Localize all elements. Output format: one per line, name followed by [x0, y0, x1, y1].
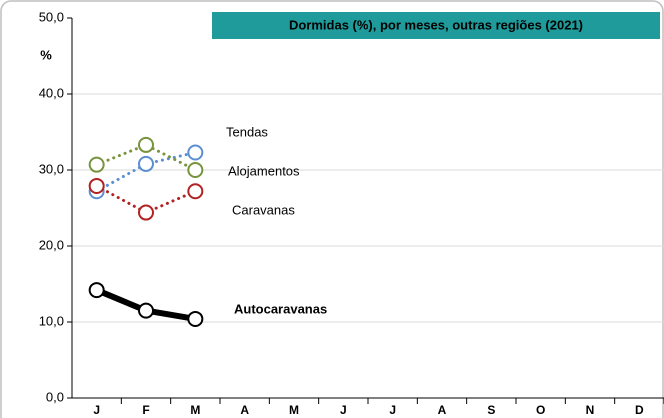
series-label: Caravanas [232, 202, 295, 217]
x-tick-label: M [289, 403, 299, 417]
chart-title: Dormidas (%), por meses, outras regiões … [289, 17, 583, 32]
x-tick-label: D [635, 403, 644, 417]
series-label: Autocaravanas [234, 301, 327, 316]
series-label: Alojamentos [228, 163, 300, 178]
y-tick-label: 0,0 [46, 389, 64, 404]
data-point [88, 177, 105, 194]
y-axis-label: % [40, 47, 52, 62]
title-box [212, 12, 660, 39]
data-point [138, 302, 154, 319]
data-point [187, 310, 204, 327]
data-point [138, 204, 154, 221]
series-line [95, 143, 197, 172]
series-label: Tendas [226, 124, 268, 139]
x-tick-label: O [536, 403, 545, 417]
data-point [88, 282, 105, 299]
x-tick-label: M [190, 403, 200, 417]
y-tick-label: 40,0 [39, 85, 64, 100]
y-tick-label: 30,0 [39, 161, 64, 176]
y-tick-label: 20,0 [39, 237, 64, 252]
x-tick-label: S [487, 403, 495, 417]
data-point [138, 136, 154, 153]
data-point [187, 144, 204, 161]
data-point [187, 183, 204, 200]
y-tick-label: 50,0 [39, 9, 64, 24]
x-tick-label: N [586, 403, 595, 417]
x-tick-label: J [340, 403, 347, 417]
x-tick-label: A [240, 403, 249, 417]
x-tick-label: J [389, 403, 396, 417]
y-tick-label: 10,0 [39, 313, 64, 328]
data-point [88, 156, 105, 173]
data-point [138, 155, 154, 172]
x-tick-label: A [438, 403, 447, 417]
data-point [187, 162, 204, 178]
x-tick-label: F [142, 403, 149, 417]
x-tick-label: J [93, 403, 100, 417]
